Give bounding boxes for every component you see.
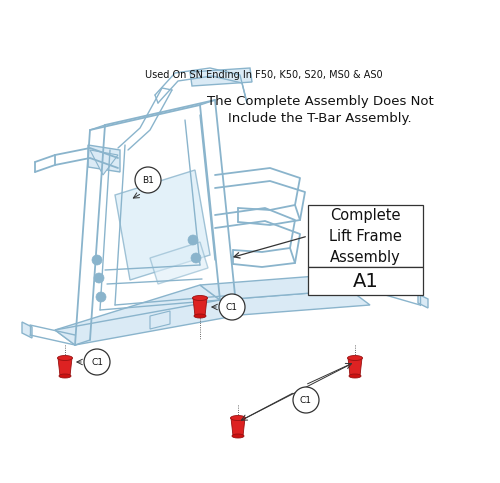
Polygon shape (231, 418, 245, 436)
Polygon shape (190, 68, 252, 86)
Text: C1: C1 (300, 396, 312, 404)
Polygon shape (55, 300, 240, 345)
Ellipse shape (348, 355, 362, 360)
Text: B1: B1 (142, 175, 154, 185)
Text: The Complete Assembly Does Not
Include the T-Bar Assembly.: The Complete Assembly Does Not Include t… (206, 95, 434, 125)
Polygon shape (22, 322, 32, 338)
Polygon shape (58, 358, 72, 376)
Polygon shape (55, 285, 220, 345)
Ellipse shape (194, 314, 206, 318)
Polygon shape (90, 150, 118, 175)
Polygon shape (115, 170, 210, 280)
Polygon shape (418, 294, 428, 308)
Circle shape (219, 294, 245, 320)
Ellipse shape (58, 355, 72, 360)
Text: C1: C1 (91, 357, 103, 367)
Text: Complete
Lift Frame
Assembly: Complete Lift Frame Assembly (329, 208, 402, 265)
Polygon shape (193, 298, 207, 316)
Polygon shape (150, 311, 170, 329)
Circle shape (92, 255, 102, 265)
Ellipse shape (59, 374, 71, 378)
Ellipse shape (192, 296, 208, 300)
Text: C1: C1 (226, 302, 238, 312)
Text: A1: A1 (352, 271, 378, 290)
Bar (308, 205, 423, 267)
Circle shape (84, 349, 110, 375)
Polygon shape (150, 242, 208, 284)
Circle shape (135, 167, 161, 193)
Ellipse shape (232, 434, 244, 438)
Polygon shape (348, 358, 362, 376)
Circle shape (96, 292, 106, 302)
Text: Used On SN Ending In F50, K50, S20, MS0 & AS0: Used On SN Ending In F50, K50, S20, MS0 … (145, 70, 382, 80)
Circle shape (188, 235, 198, 245)
Ellipse shape (349, 374, 361, 378)
Bar (308, 267, 423, 295)
Circle shape (191, 253, 201, 263)
Polygon shape (200, 275, 350, 300)
Circle shape (293, 387, 319, 413)
Polygon shape (220, 290, 370, 315)
Ellipse shape (230, 415, 246, 421)
Circle shape (94, 273, 104, 283)
Polygon shape (88, 145, 120, 172)
